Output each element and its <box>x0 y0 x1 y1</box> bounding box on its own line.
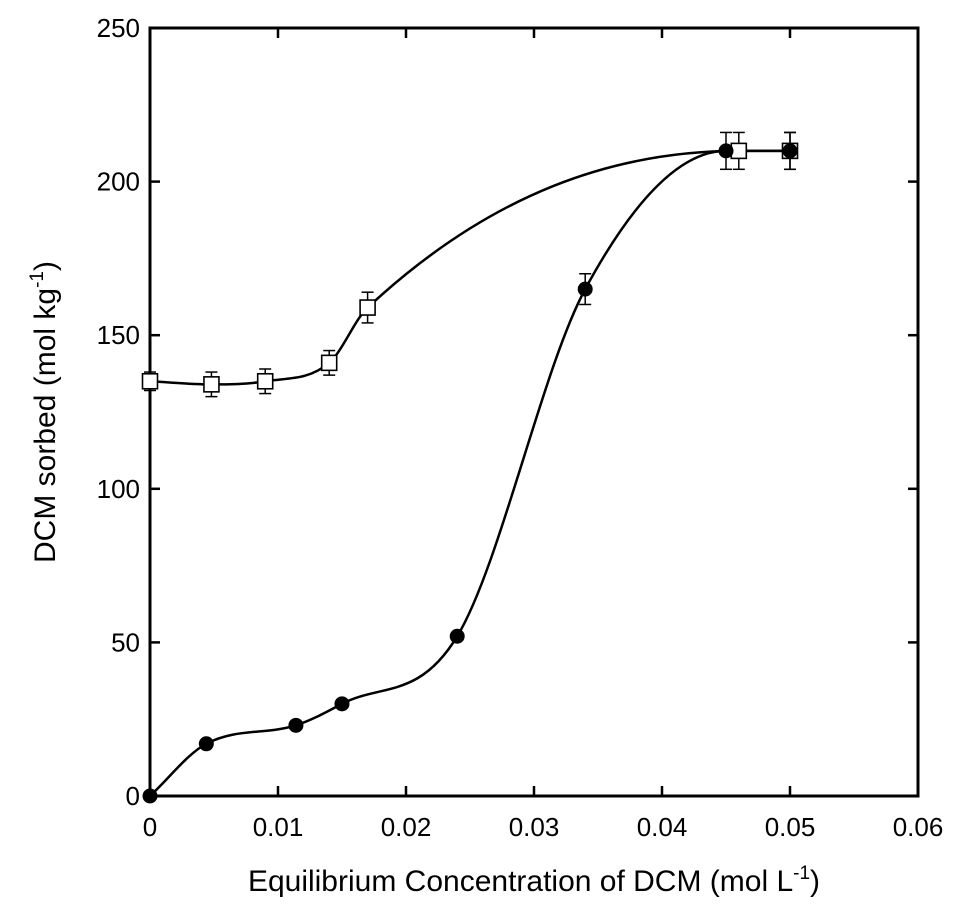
x-axis-ticks: 0 0.01 0.02 0.03 0.04 0.05 0.06 <box>143 28 944 842</box>
filled-circle-point <box>782 143 798 159</box>
x-axis-label: Equilibrium Concentration of DCM (mol L-… <box>248 863 820 898</box>
filled-circle-point <box>198 736 214 752</box>
plot-frame <box>148 26 920 798</box>
x-tick-label: 0.04 <box>637 812 688 842</box>
open-square-point <box>203 376 220 393</box>
series-2-curve <box>149 149 790 797</box>
x-tick-label: 0.03 <box>509 812 560 842</box>
x-tick-label: 0.02 <box>381 812 432 842</box>
y-axis-label: DCM sorbed (mol kg-1) <box>27 261 62 563</box>
x-tick-label: 0.06 <box>893 812 944 842</box>
fitted-curves <box>149 149 790 797</box>
filled-circle-point <box>718 143 734 159</box>
y-tick-label: 50 <box>111 627 140 657</box>
series-1-curve <box>149 149 790 386</box>
x-tick-label: 0 <box>143 812 157 842</box>
filled-circle-point <box>449 628 465 644</box>
open-square-point <box>359 299 376 316</box>
filled-circle-point <box>334 696 350 712</box>
y-tick-label: 150 <box>97 320 140 350</box>
open-square-point <box>141 372 159 390</box>
filled-circle-point <box>142 788 158 804</box>
y-tick-label: 250 <box>97 13 140 43</box>
data-markers <box>141 131 799 804</box>
y-axis-ticks: 0 50 100 150 200 250 <box>97 13 918 811</box>
y-tick-label: 200 <box>97 167 140 197</box>
y-tick-label: 100 <box>97 474 140 504</box>
filled-circle-point <box>288 717 304 733</box>
open-square-point <box>730 142 748 160</box>
y-tick-label: 0 <box>126 781 140 811</box>
open-square-point <box>256 372 274 390</box>
x-tick-label: 0.01 <box>253 812 304 842</box>
filled-circle-point <box>577 281 593 297</box>
x-tick-label: 0.05 <box>765 812 816 842</box>
open-square-point <box>320 354 338 372</box>
